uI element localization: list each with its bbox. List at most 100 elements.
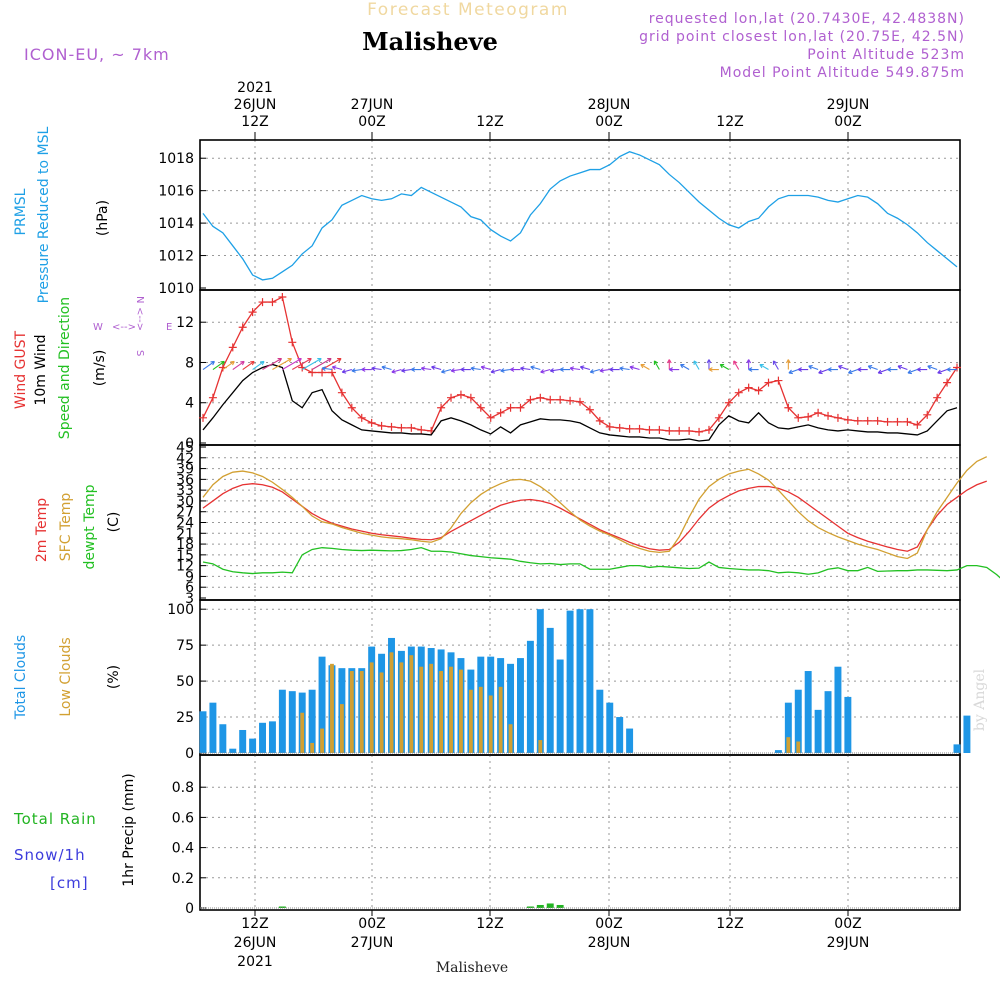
gust-marker xyxy=(794,413,803,422)
gust-marker xyxy=(278,293,287,302)
wind-direction-arrow xyxy=(818,368,829,375)
bar-secondary xyxy=(320,728,324,753)
y-tick-label: 39 xyxy=(176,462,194,478)
wind-direction-arrow xyxy=(222,360,235,370)
bar-secondary xyxy=(409,655,414,753)
gust-marker xyxy=(843,415,852,424)
gust-marker xyxy=(407,423,416,432)
y-tick-label: 12 xyxy=(176,315,194,331)
wind-unit-label: (m/s) xyxy=(92,350,108,387)
gust-marker xyxy=(615,423,624,432)
gridpoint-coords: grid point closest lon,lat (20.75E, 42.5… xyxy=(639,29,965,45)
wind-direction-arrow xyxy=(788,368,799,375)
prmsl-label: PRMSL xyxy=(13,188,29,235)
wind-direction-arrow xyxy=(746,359,752,370)
wind-direction-arrow xyxy=(549,368,561,373)
wind-direction-arrow xyxy=(242,360,255,370)
gust-marker xyxy=(417,425,426,434)
snow-label: Snow/1h xyxy=(14,846,86,864)
gust-marker xyxy=(347,403,356,412)
bar-primary xyxy=(536,609,544,753)
wind-direction-arrow xyxy=(381,365,392,371)
bar-secondary xyxy=(359,671,364,753)
bar-primary xyxy=(606,702,614,753)
y-tick-label: 0.8 xyxy=(172,780,194,796)
bar-primary xyxy=(517,658,524,753)
wind-direction-arrow xyxy=(877,368,888,375)
y-tick-label: 12 xyxy=(176,559,194,575)
gust-marker xyxy=(714,413,723,422)
wind-direction-arrow xyxy=(797,367,809,372)
gust-marker xyxy=(873,416,882,425)
bottom-day-label: 29JUN xyxy=(827,935,870,951)
gust-marker xyxy=(308,368,317,377)
wind-direction-arrow xyxy=(680,363,690,370)
gust-marker xyxy=(387,422,396,431)
wind-direction-arrow xyxy=(887,367,898,372)
gust-marker xyxy=(199,413,207,422)
y-tick-label: 15 xyxy=(176,548,194,564)
total-clouds-label: Total Clouds xyxy=(13,635,29,720)
wind-direction-arrow xyxy=(907,368,918,375)
gust-marker xyxy=(744,383,753,392)
gust-marker xyxy=(327,368,336,377)
wind-direction-arrow xyxy=(301,357,322,370)
gust-marker xyxy=(953,363,961,372)
wind-direction-arrow xyxy=(927,364,938,371)
top-hour-label: 12Z xyxy=(716,114,743,130)
bar-secondary xyxy=(419,666,424,753)
wind-direction-arrow xyxy=(212,360,225,370)
y-tick-label: 0 xyxy=(185,436,194,452)
y-tick-label: 1014 xyxy=(158,216,194,232)
gust-marker xyxy=(704,425,713,434)
gust-marker xyxy=(933,393,942,402)
series-line-0 xyxy=(202,151,958,281)
gust-marker xyxy=(734,388,743,397)
gust-marker xyxy=(784,403,793,412)
bar-primary xyxy=(526,640,534,753)
series-line-0 xyxy=(202,480,987,552)
gust-marker xyxy=(655,425,664,434)
bar-primary xyxy=(834,666,842,753)
wind-direction-arrow xyxy=(391,368,402,374)
wind-direction-arrow xyxy=(341,368,352,374)
wind-direction-arrow xyxy=(272,357,292,370)
wind-direction-arrow xyxy=(579,365,591,371)
wind-direction-arrow xyxy=(589,368,600,374)
gust-marker xyxy=(288,338,297,347)
bottom-day-label: 26JUN xyxy=(234,935,277,951)
gust-marker xyxy=(268,298,277,307)
bar-primary xyxy=(556,659,564,753)
bottom-hour-label: 00Z xyxy=(358,916,385,932)
bar-primary xyxy=(536,904,544,908)
wind-direction-arrow xyxy=(500,368,511,373)
bar-secondary xyxy=(478,686,483,753)
wind-direction-arrow xyxy=(410,367,422,372)
gust-marker xyxy=(476,403,485,412)
gust-marker xyxy=(447,393,456,402)
wind-direction-arrow xyxy=(937,368,948,375)
bar-primary xyxy=(249,738,257,753)
wind-direction-arrow xyxy=(420,366,432,371)
top-day-label: 29JUN xyxy=(827,97,870,113)
bottom-hour-label: 12Z xyxy=(241,916,268,932)
bar-secondary xyxy=(538,740,543,753)
wind-direction-arrow xyxy=(282,357,302,370)
y-tick-label: 36 xyxy=(176,472,194,488)
panel-frame xyxy=(199,289,961,446)
footer-station: Malisheve xyxy=(436,960,508,976)
gust-marker xyxy=(208,393,217,402)
bar-primary xyxy=(219,724,227,753)
bottom-hour-label: 12Z xyxy=(716,916,743,932)
gust-marker xyxy=(923,410,932,419)
bar-primary xyxy=(259,722,266,753)
bar-primary xyxy=(784,702,792,753)
series-line-0 xyxy=(202,296,958,433)
panel-1: 0 4 8 12 xyxy=(176,289,961,452)
wind-direction-arrow xyxy=(559,367,571,372)
bar-secondary xyxy=(796,741,801,753)
wind-direction-arrow xyxy=(666,359,672,370)
wind-direction-arrow xyxy=(733,360,740,370)
wind-direction-arrow xyxy=(321,357,342,370)
